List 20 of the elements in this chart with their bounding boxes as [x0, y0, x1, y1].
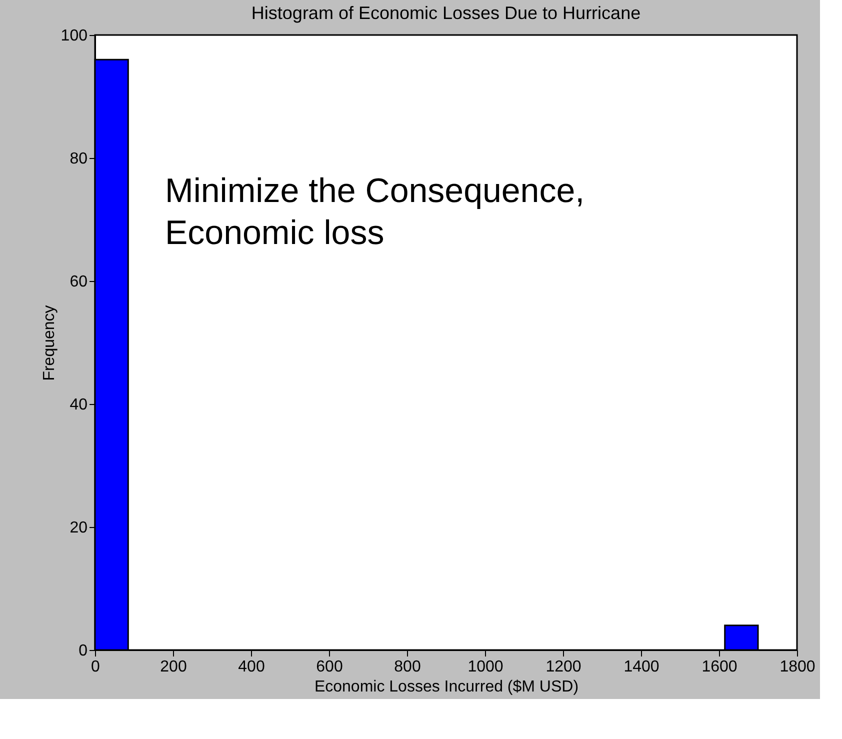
x-tick-label: 1800 — [780, 658, 816, 676]
x-tick-label: 0 — [91, 658, 100, 676]
chart-title: Histogram of Economic Losses Due to Hurricane — [251, 3, 641, 23]
y-tick-label: 20 — [70, 520, 88, 536]
x-tick-label: 600 — [316, 658, 343, 676]
y-tick-label: 0 — [78, 642, 88, 660]
x-tick-label: 1000 — [468, 658, 504, 676]
y-tick-label: 60 — [70, 274, 88, 290]
x-tick-label: 800 — [394, 658, 421, 676]
y-tick-label: 40 — [70, 396, 88, 414]
x-tick-label: 1200 — [546, 658, 582, 676]
y-tick-label: 80 — [70, 150, 88, 168]
annotation: Minimize the Consequence, Economic loss — [165, 172, 585, 252]
x-axis-title: Economic Losses Incurred ($M USD) — [314, 678, 579, 696]
x-tick-label: 1600 — [702, 658, 738, 676]
x-tick-label: 1400 — [624, 658, 660, 676]
y-axis-title: Frequency — [40, 305, 58, 381]
x-tick-label: 200 — [160, 658, 187, 676]
x-tick-label: 400 — [238, 658, 265, 676]
y-tick-label: 100 — [60, 28, 88, 44]
